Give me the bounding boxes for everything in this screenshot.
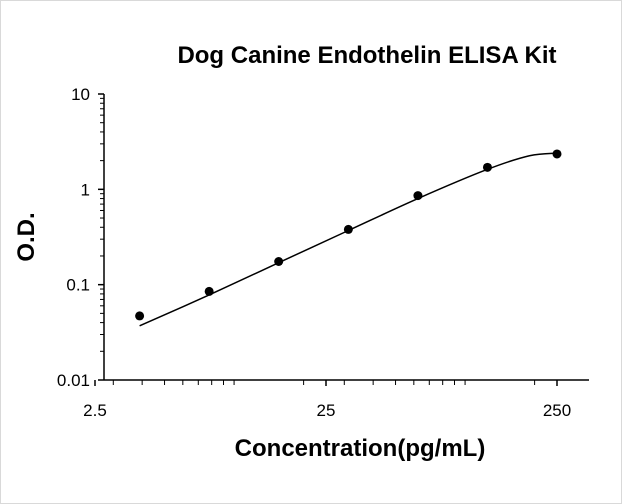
x-tick-label: 250: [543, 401, 571, 420]
data-points: [135, 149, 562, 321]
x-tick-label: 25: [317, 401, 336, 420]
y-tick-label: 1: [81, 180, 90, 199]
y-tick-label: 0.01: [57, 371, 90, 390]
x-axis-label: Concentration(pg/mL): [235, 435, 486, 462]
x-tick-label: 2.5: [83, 401, 107, 420]
fit-curve-group: [139, 152, 558, 327]
data-point: [482, 162, 492, 172]
y-tick-label: 0.1: [66, 276, 90, 295]
axes: [103, 94, 589, 381]
data-point: [204, 286, 214, 296]
chart-title: Dog Canine Endothelin ELISA Kit: [177, 42, 556, 69]
y-tick-label: 10: [71, 85, 90, 104]
data-point: [343, 224, 353, 234]
data-point: [413, 191, 423, 201]
y-axis-ticks: 10 1 0.1 0.01: [57, 85, 104, 390]
data-point: [274, 256, 284, 266]
x-axis-ticks: 2.5 25 250: [83, 380, 571, 420]
fit-curve: [139, 152, 558, 327]
data-point: [135, 311, 145, 321]
y-axis-label: O.D.: [13, 212, 40, 261]
data-point: [552, 149, 562, 159]
